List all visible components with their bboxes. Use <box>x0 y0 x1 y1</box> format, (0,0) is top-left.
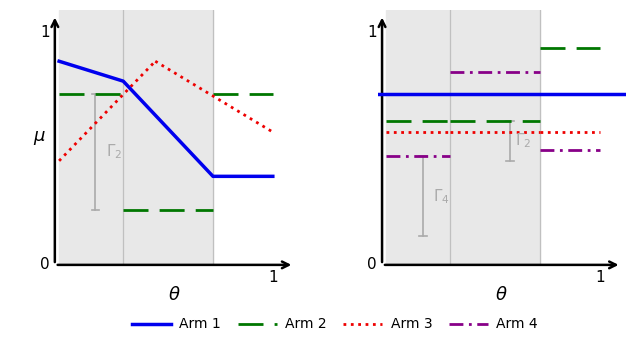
Text: 0: 0 <box>367 257 377 272</box>
X-axis label: $\theta$: $\theta$ <box>168 286 181 304</box>
Legend: Arm 1, Arm 2, Arm 3, Arm 4: Arm 1, Arm 2, Arm 3, Arm 4 <box>126 312 544 337</box>
X-axis label: $\theta$: $\theta$ <box>495 286 508 304</box>
Text: $\Gamma_4$: $\Gamma_4$ <box>434 187 450 206</box>
Text: $\Gamma_2$: $\Gamma_2$ <box>106 143 123 161</box>
Bar <box>59 10 213 265</box>
Text: 1: 1 <box>40 25 49 40</box>
Bar <box>386 10 540 265</box>
Text: 0: 0 <box>40 257 49 272</box>
Y-axis label: $\mu$: $\mu$ <box>33 129 46 147</box>
Text: $\Gamma_2$: $\Gamma_2$ <box>514 131 531 150</box>
Text: 1: 1 <box>367 25 377 40</box>
